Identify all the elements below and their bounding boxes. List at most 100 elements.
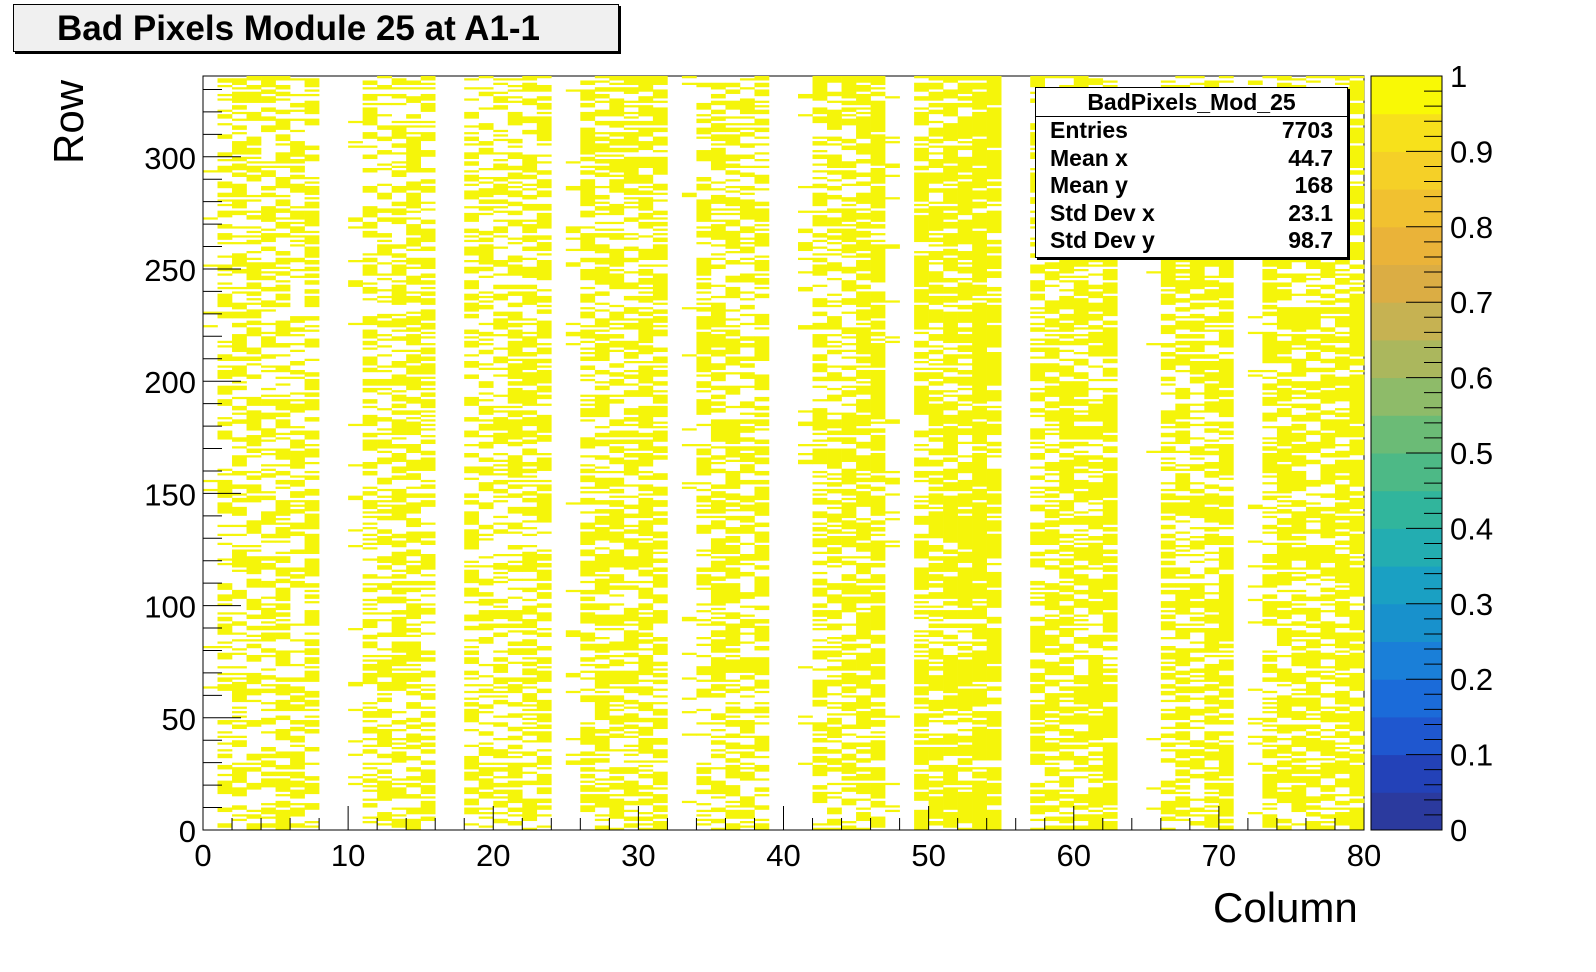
bin-run (1059, 776, 1075, 788)
bin-run (638, 737, 654, 754)
bin-run (217, 773, 233, 777)
bin-run (478, 295, 494, 299)
bin-run (478, 482, 494, 492)
bin-run (1305, 381, 1321, 391)
bin-run (827, 500, 842, 505)
bin-run (232, 356, 247, 361)
bin-run (522, 224, 538, 234)
bin-run (928, 120, 944, 124)
bin-run (1305, 273, 1321, 276)
bin-run (580, 612, 596, 624)
bin-run (623, 724, 639, 730)
bin-run (377, 428, 392, 431)
bin-run (275, 764, 291, 770)
bin-run (957, 410, 973, 427)
bin-run (1102, 612, 1118, 633)
bin-run (638, 798, 654, 806)
bin-run (827, 594, 842, 604)
bin-run (1175, 495, 1191, 501)
bin-run (536, 670, 552, 682)
bin-run (246, 374, 262, 379)
bin-run (623, 105, 639, 108)
bin-run (362, 634, 378, 640)
bin-run (710, 520, 726, 530)
bin-run (739, 322, 755, 326)
bin-run (928, 737, 944, 745)
bin-run (812, 533, 828, 537)
bin-run (420, 580, 436, 586)
bin-run (1204, 796, 1220, 804)
bin-run (217, 749, 233, 752)
bin-run (1160, 661, 1176, 664)
bin-run (1204, 527, 1220, 532)
bin-run (725, 515, 741, 521)
bin-run (464, 708, 480, 723)
bin-run (1160, 493, 1176, 501)
bin-run (841, 798, 857, 806)
bin-run (943, 746, 958, 756)
bin-run (275, 448, 291, 460)
bin-run (609, 430, 625, 438)
bin-run (478, 722, 494, 725)
bin-run (478, 392, 494, 395)
bin-run (928, 145, 944, 148)
bin-run (652, 264, 668, 267)
bin-run (1044, 558, 1060, 561)
bin-run (1088, 634, 1104, 649)
bin-run (739, 401, 755, 409)
bin-run (1276, 403, 1292, 406)
bin-run (1088, 515, 1104, 530)
bin-run (522, 390, 538, 406)
bin-run (652, 574, 668, 588)
bin-run (1189, 527, 1205, 530)
bin-run (464, 152, 480, 160)
bin-run (914, 713, 929, 727)
bin-run (856, 385, 871, 395)
bin-run (841, 634, 857, 642)
bin-run (652, 309, 668, 314)
bin-run (652, 394, 668, 404)
bin-run (696, 291, 712, 294)
bin-run (420, 102, 436, 112)
bin-run (943, 401, 958, 411)
bin-run (1044, 720, 1060, 723)
bin-run (623, 484, 639, 487)
palette-tick-label: 0.6 (1450, 361, 1493, 396)
bin-run (536, 154, 552, 157)
bin-run (377, 693, 392, 696)
bin-run (217, 742, 233, 745)
bin-run (1291, 403, 1307, 409)
bin-run (1073, 268, 1089, 272)
bin-run (507, 821, 523, 826)
bin-run (522, 639, 538, 646)
bin-run (885, 477, 900, 485)
bin-run (812, 107, 828, 115)
bin-run (754, 224, 770, 227)
bin-run (943, 286, 958, 294)
bin-run (420, 729, 436, 732)
bin-run (522, 98, 538, 106)
bin-run (928, 562, 944, 572)
bin-run (1044, 401, 1060, 409)
bin-run (1073, 529, 1089, 532)
bin-run (609, 827, 625, 830)
bin-run (928, 396, 944, 402)
bin-run (1088, 623, 1104, 626)
bin-run (536, 645, 552, 651)
bin-run (1334, 298, 1350, 303)
bin-run (754, 805, 770, 810)
bin-run (1349, 242, 1365, 261)
bin-run (507, 726, 523, 732)
bin-run (1320, 729, 1336, 732)
bin-run (1044, 376, 1060, 384)
bin-run (986, 293, 1002, 296)
bin-run (232, 111, 247, 115)
bin-run (1291, 630, 1307, 638)
bin-run (536, 805, 552, 810)
bin-run (536, 549, 552, 552)
bin-run (536, 289, 552, 292)
bin-run (420, 688, 436, 691)
bin-run (391, 814, 407, 817)
bin-run (696, 298, 712, 301)
bin-run (725, 325, 741, 328)
